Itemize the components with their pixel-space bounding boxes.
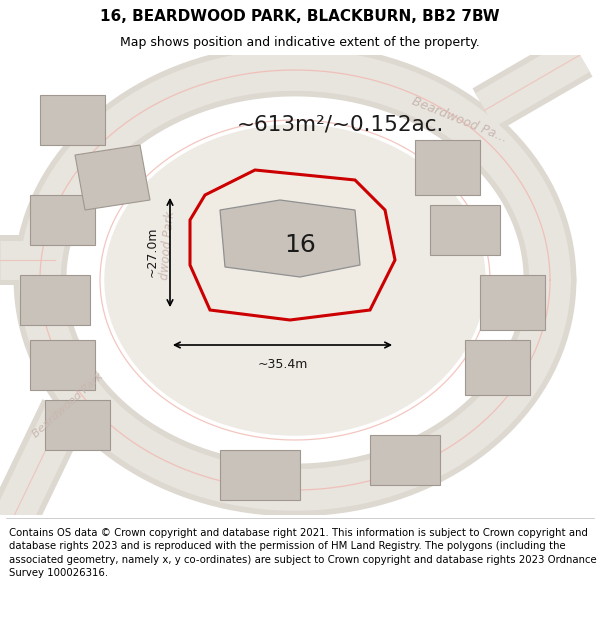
Text: 16: 16 (284, 233, 316, 257)
Polygon shape (465, 340, 530, 395)
Text: 16, BEARDWOOD PARK, BLACKBURN, BB2 7BW: 16, BEARDWOOD PARK, BLACKBURN, BB2 7BW (100, 9, 500, 24)
Text: dwood Park: dwood Park (158, 210, 178, 280)
Polygon shape (220, 200, 360, 277)
Polygon shape (30, 195, 95, 245)
Text: ~613m²/~0.152ac.: ~613m²/~0.152ac. (236, 115, 443, 135)
Polygon shape (45, 400, 110, 450)
Polygon shape (30, 340, 95, 390)
Polygon shape (105, 125, 485, 435)
Polygon shape (430, 205, 500, 255)
Text: ~35.4m: ~35.4m (258, 359, 308, 371)
Polygon shape (415, 140, 480, 195)
Polygon shape (40, 95, 105, 145)
Polygon shape (480, 275, 545, 330)
Polygon shape (190, 170, 395, 320)
Text: Beardwood Pa…: Beardwood Pa… (410, 95, 510, 145)
Polygon shape (20, 275, 90, 325)
Text: Beardwood Park: Beardwood Park (31, 371, 105, 439)
Polygon shape (370, 435, 440, 485)
Polygon shape (220, 450, 300, 500)
Polygon shape (75, 145, 150, 210)
Text: ~27.0m: ~27.0m (146, 227, 158, 278)
Text: Map shows position and indicative extent of the property.: Map shows position and indicative extent… (120, 36, 480, 49)
Text: Contains OS data © Crown copyright and database right 2021. This information is : Contains OS data © Crown copyright and d… (9, 528, 596, 578)
